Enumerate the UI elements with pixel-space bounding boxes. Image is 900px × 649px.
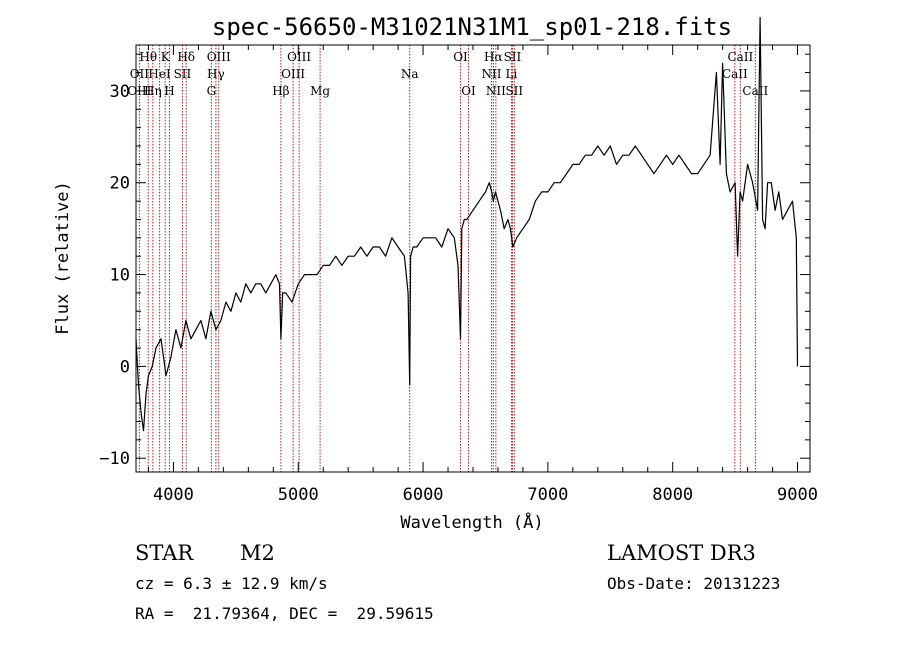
- survey-name: LAMOST DR3: [607, 541, 756, 565]
- spectral-line-label: SII: [504, 50, 522, 64]
- redshift-cz: cz = 6.3 ± 12.9 km/s: [135, 574, 328, 593]
- chart-title: spec-56650-M31021N31M1_sp01-218.fits: [212, 13, 732, 41]
- y-axis-label: Flux (relative): [53, 181, 73, 335]
- coordinates: RA = 21.79364, DEC = 29.59615: [135, 604, 434, 623]
- x-axis-label: Wavelength (Å): [400, 511, 543, 533]
- x-tick-label: 4000: [153, 485, 194, 505]
- spectral-line-label: G: [207, 84, 217, 98]
- x-tick-label: 5000: [278, 485, 319, 505]
- object-subclass: M2: [240, 541, 275, 565]
- spectral-line-label: OI: [461, 84, 476, 98]
- y-axis-ticks: −10 0 10 20 30: [99, 53, 810, 469]
- spectral-line-label: OIII: [287, 50, 311, 64]
- x-tick-label: 6000: [403, 485, 444, 505]
- spectral-line-label: NII: [481, 67, 501, 81]
- x-tick-label: 8000: [652, 485, 693, 505]
- spectral-line-label: H: [164, 84, 174, 98]
- x-tick-label: 7000: [527, 485, 568, 505]
- spectral-line-label: Li: [506, 67, 518, 81]
- spectral-line-label: SII: [174, 67, 192, 81]
- spectral-line-label: OIII: [207, 50, 231, 64]
- spectral-line-label: NII: [486, 84, 506, 98]
- x-axis-ticks: 4000 5000 6000 7000 8000 9000: [147, 45, 818, 505]
- spectral-line-label: Na: [401, 67, 419, 81]
- observation-date: Obs-Date: 20131223: [607, 574, 780, 593]
- spectral-line-markers: [138, 45, 756, 472]
- spectral-line-label: Hθ: [139, 50, 157, 64]
- y-tick-label: 20: [110, 174, 130, 194]
- plot-frame: [135, 44, 811, 473]
- y-tick-label: 10: [110, 266, 130, 286]
- spectral-line-label: Mg: [310, 84, 330, 98]
- spectral-line-label: Hη: [144, 84, 162, 98]
- spectral-line-label: Hδ: [177, 50, 195, 64]
- spectral-line-labels: HθOIIOIIIHηHeIKHSIIHδGHγOIIIHβOIIIOIIIMg…: [127, 50, 768, 98]
- spectral-line-label: Hβ: [272, 84, 289, 98]
- spectral-line-label: Hγ: [207, 67, 225, 81]
- spectral-line-label: SII: [505, 84, 523, 98]
- spectral-line-label: CaII: [727, 50, 753, 64]
- spectral-line-label: CaII: [722, 67, 748, 81]
- spectral-line-label: CaII: [742, 84, 768, 98]
- spectral-line-label: K: [161, 50, 171, 64]
- spectral-line-label: OII: [130, 67, 150, 81]
- y-tick-label: −10: [99, 449, 130, 469]
- object-class: STAR: [135, 541, 194, 565]
- spectral-line-label: Hα: [484, 50, 503, 64]
- spectral-line-label: OIII: [281, 67, 305, 81]
- spectrum-line: [135, 16, 799, 432]
- x-tick-label: 9000: [777, 485, 818, 505]
- spectral-line-label: OI: [453, 50, 468, 64]
- y-tick-label: 0: [120, 357, 130, 377]
- spectral-line-label: HeI: [148, 67, 171, 81]
- y-tick-label: 30: [110, 82, 130, 102]
